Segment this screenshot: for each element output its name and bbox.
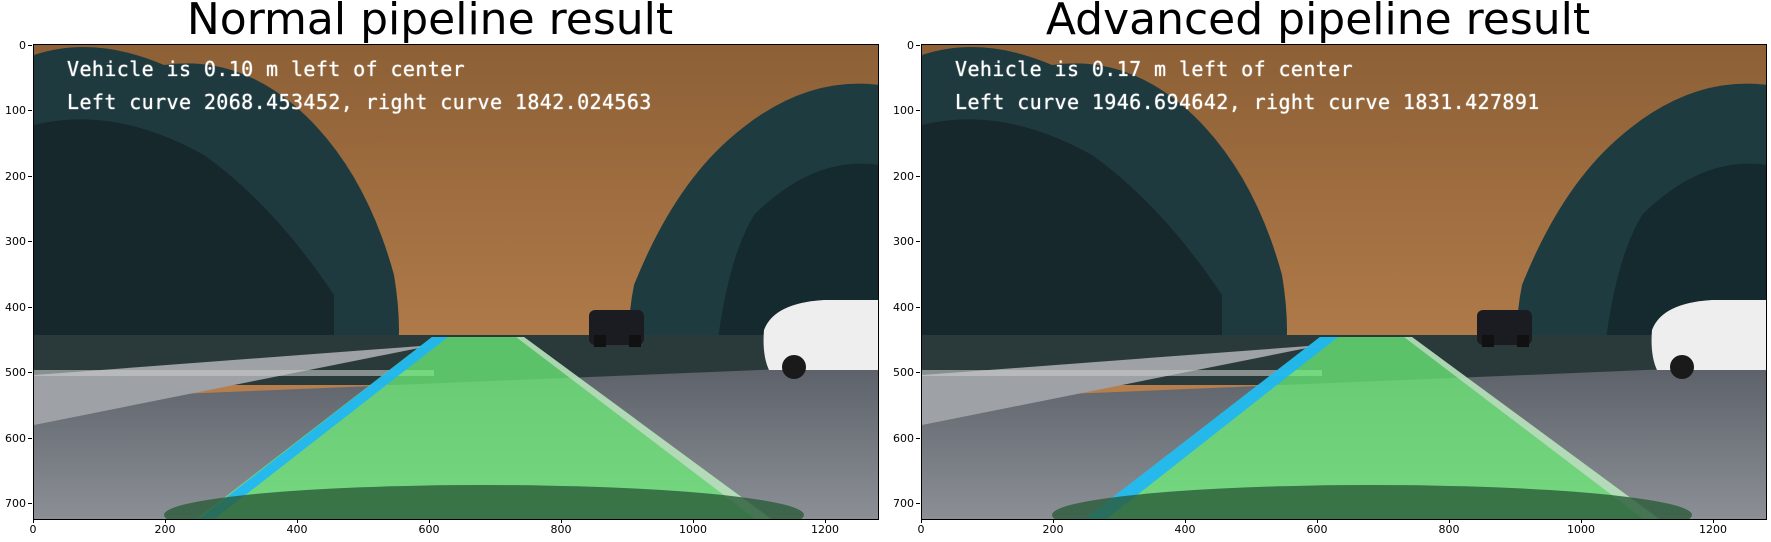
panel-title: Advanced pipeline result xyxy=(1045,0,1591,45)
y-tick: 0 xyxy=(0,39,32,52)
x-tick: 0 xyxy=(13,519,53,536)
x-tick: 800 xyxy=(1429,519,1469,536)
x-tick: 600 xyxy=(409,519,449,536)
road-image-normal xyxy=(33,44,879,520)
y-tick: 300 xyxy=(888,235,920,248)
y-tick: 700 xyxy=(888,497,920,510)
curvature-text: Left curve 2068.453452, right curve 1842… xyxy=(67,90,652,114)
panel-normal: Normal pipeline result xyxy=(0,0,879,542)
y-tick: 200 xyxy=(0,170,32,183)
curvature-text: Left curve 1946.694642, right curve 1831… xyxy=(955,90,1540,114)
y-tick: 200 xyxy=(888,170,920,183)
road-image-advanced xyxy=(921,44,1767,520)
y-tick: 400 xyxy=(0,301,32,314)
car-white xyxy=(763,300,878,379)
vehicle-offset-text: Vehicle is 0.17 m left of center xyxy=(955,57,1354,81)
car-white xyxy=(1651,300,1766,379)
y-tick: 600 xyxy=(0,432,32,445)
x-tick: 400 xyxy=(277,519,317,536)
y-tick: 100 xyxy=(0,104,32,117)
x-tick: 0 xyxy=(901,519,941,536)
x-tick: 1000 xyxy=(673,519,713,536)
y-tick: 500 xyxy=(0,366,32,379)
vehicle-offset-text: Vehicle is 0.10 m left of center xyxy=(67,57,466,81)
x-tick: 200 xyxy=(1033,519,1073,536)
road-scene xyxy=(34,45,878,519)
x-tick: 600 xyxy=(1297,519,1337,536)
y-tick: 100 xyxy=(888,104,920,117)
y-tick: 500 xyxy=(888,366,920,379)
x-tick: 400 xyxy=(1165,519,1205,536)
y-tick: 400 xyxy=(888,301,920,314)
road-scene xyxy=(922,45,1766,519)
x-tick: 1200 xyxy=(805,519,845,536)
y-tick: 600 xyxy=(888,432,920,445)
x-tick: 800 xyxy=(541,519,581,536)
x-tick: 1000 xyxy=(1561,519,1601,536)
x-tick: 200 xyxy=(145,519,185,536)
y-tick: 300 xyxy=(0,235,32,248)
y-tick: 0 xyxy=(888,39,920,52)
y-tick: 700 xyxy=(0,497,32,510)
x-tick: 1200 xyxy=(1693,519,1733,536)
panel-advanced: Advanced pipeline result xyxy=(888,0,1767,542)
car-dark xyxy=(1477,310,1532,347)
car-dark xyxy=(589,310,644,347)
panel-title: Normal pipeline result xyxy=(186,0,674,45)
